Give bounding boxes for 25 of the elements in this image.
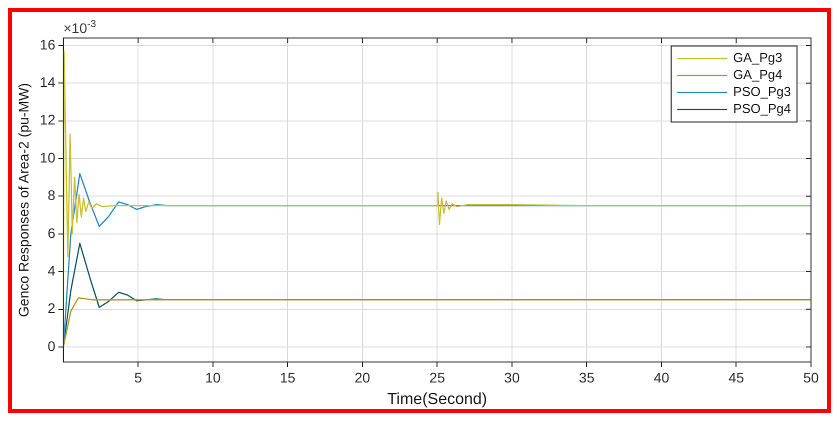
x-tick-label: 50 (803, 369, 819, 386)
legend-label: GA_Pg3 (733, 50, 782, 66)
y-tick-label: 10 (40, 149, 56, 166)
x-tick-label: 35 (578, 369, 595, 386)
y-tick-label: 0 (48, 338, 56, 354)
x-axis-title: Time(Second) (387, 390, 488, 408)
y-axis-title: Genco Responses of Area-2 (pu-MW) (15, 82, 32, 318)
y-tick-label: 4 (48, 262, 56, 278)
x-tick-label: 25 (429, 369, 446, 386)
x-tick-label: 40 (654, 369, 670, 386)
y-tick-label: 12 (40, 112, 56, 128)
x-tick-label: 15 (280, 369, 296, 386)
legend-label: GA_Pg4 (733, 67, 782, 82)
y-tick-label: 16 (40, 36, 56, 52)
y-tick-label: 6 (48, 224, 56, 241)
x-tick-label: 30 (504, 369, 520, 386)
x-tick-label: 5 (134, 369, 142, 386)
x-tick-label: 45 (728, 369, 744, 386)
y-tick-label: 14 (40, 74, 56, 90)
y-tick-label: 2 (48, 300, 56, 316)
legend-label: PSO_Pg4 (733, 101, 792, 116)
x-tick-label: 10 (205, 369, 221, 386)
x-tick-label: 20 (354, 369, 370, 386)
legend-label: PSO_Pg3 (733, 84, 792, 100)
y-tick-label: 8 (48, 187, 56, 204)
